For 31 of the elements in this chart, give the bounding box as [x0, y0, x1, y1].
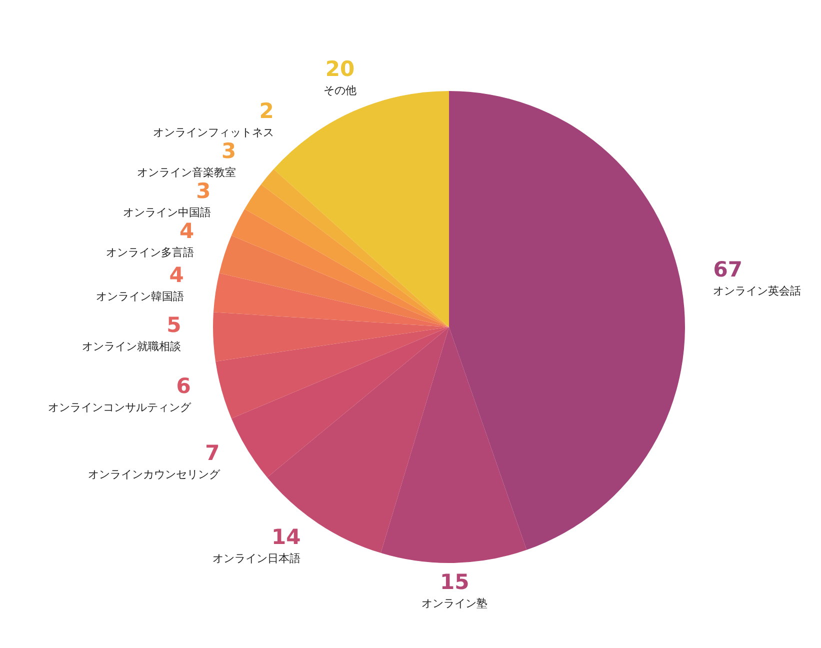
slice-label: その他 [323, 84, 356, 98]
slice-label: オンライン中国語 [122, 206, 211, 220]
data-label: 20 [325, 57, 355, 82]
data-label: 7 [205, 440, 220, 465]
pie-slice [380, 327, 527, 563]
slice-label: オンライン塾 [422, 596, 488, 610]
slice-label: オンラインカウンセリング [88, 468, 221, 481]
data-label: 3 [222, 139, 236, 164]
data-label: 5 [166, 313, 182, 338]
pie-slice [261, 169, 449, 327]
slice-label: オンライン音楽教室 [137, 166, 236, 180]
pie-slice [231, 209, 449, 327]
pie-slice [449, 91, 685, 550]
data-label: 14 [271, 525, 301, 550]
slice-label: オンラインコンサルティング [48, 401, 192, 414]
data-label: 4 [169, 262, 184, 287]
slice-label: オンライン多言語 [106, 246, 194, 260]
data-label: 4 [179, 219, 194, 244]
data-label: 15 [440, 570, 470, 594]
pie-slice [213, 273, 449, 327]
data-label: 67 [713, 257, 742, 282]
slice-label: オンライン英会話 [713, 284, 802, 298]
slice-label: オンラインフィットネス [152, 126, 274, 140]
data-label: 3 [196, 179, 211, 204]
slice-label: オンライン韓国語 [96, 290, 184, 303]
slice-label: オンライン日本語 [212, 552, 301, 566]
data-label: 6 [176, 374, 191, 398]
pie-slice [219, 236, 449, 327]
data-label: 2 [259, 99, 274, 124]
slice-label: オンライン就職相談 [82, 340, 182, 354]
pie-slice [244, 184, 449, 327]
